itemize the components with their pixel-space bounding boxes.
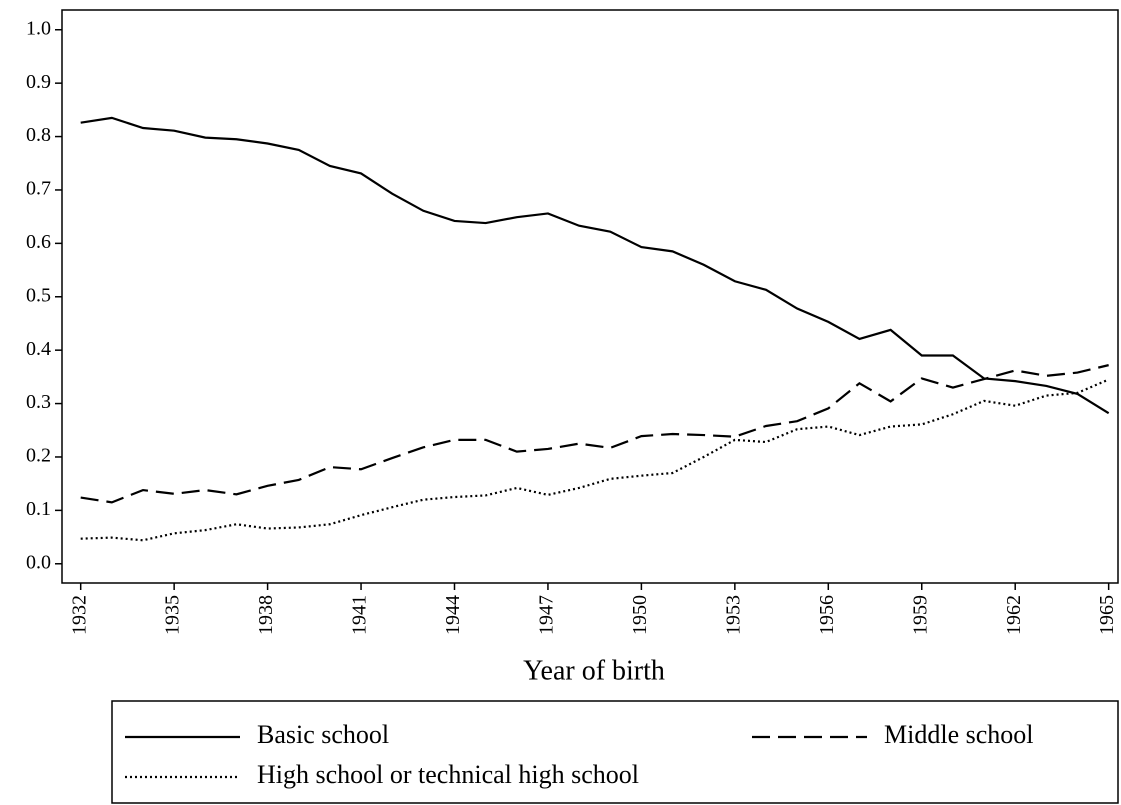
y-tick-label: 0.1 — [26, 498, 51, 520]
y-tick-label: 0.8 — [26, 124, 51, 146]
series-line — [80, 116, 1110, 415]
legend-label: High school or technical high school — [257, 760, 639, 789]
y-tick-label: 0.4 — [26, 338, 51, 360]
x-tick-label: 1953 — [722, 595, 744, 635]
y-tick-label: 1.0 — [26, 17, 51, 39]
y-tick-label: 0.2 — [26, 445, 51, 467]
x-tick-label: 1944 — [442, 595, 464, 635]
y-tick-label: 0.0 — [26, 551, 51, 573]
y-tick-label: 0.7 — [26, 178, 51, 200]
x-axis-title: Year of birth — [523, 655, 665, 686]
series-line — [80, 378, 1110, 542]
x-tick-label: 1935 — [162, 595, 184, 635]
x-tick-label: 1932 — [68, 595, 90, 635]
x-tick-label: 1959 — [909, 595, 931, 635]
x-tick-label: 1950 — [629, 595, 651, 635]
y-tick-label: 0.5 — [26, 284, 51, 306]
series-line — [80, 364, 1109, 504]
x-tick-label: 1965 — [1096, 595, 1118, 635]
legend-label: Middle school — [884, 720, 1034, 749]
x-tick-label: 1947 — [536, 595, 558, 635]
x-tick-label: 1941 — [349, 595, 371, 635]
legend-box — [111, 700, 1119, 804]
plot-frame — [61, 9, 1119, 584]
y-tick-label: 0.3 — [26, 391, 51, 413]
y-tick-label: 0.9 — [26, 71, 51, 93]
x-tick-label: 1956 — [816, 595, 838, 635]
y-tick-label: 0.6 — [26, 231, 51, 253]
x-tick-label: 1962 — [1003, 595, 1025, 635]
legend-label: Basic school — [257, 720, 389, 749]
x-tick-label: 1938 — [255, 595, 277, 635]
